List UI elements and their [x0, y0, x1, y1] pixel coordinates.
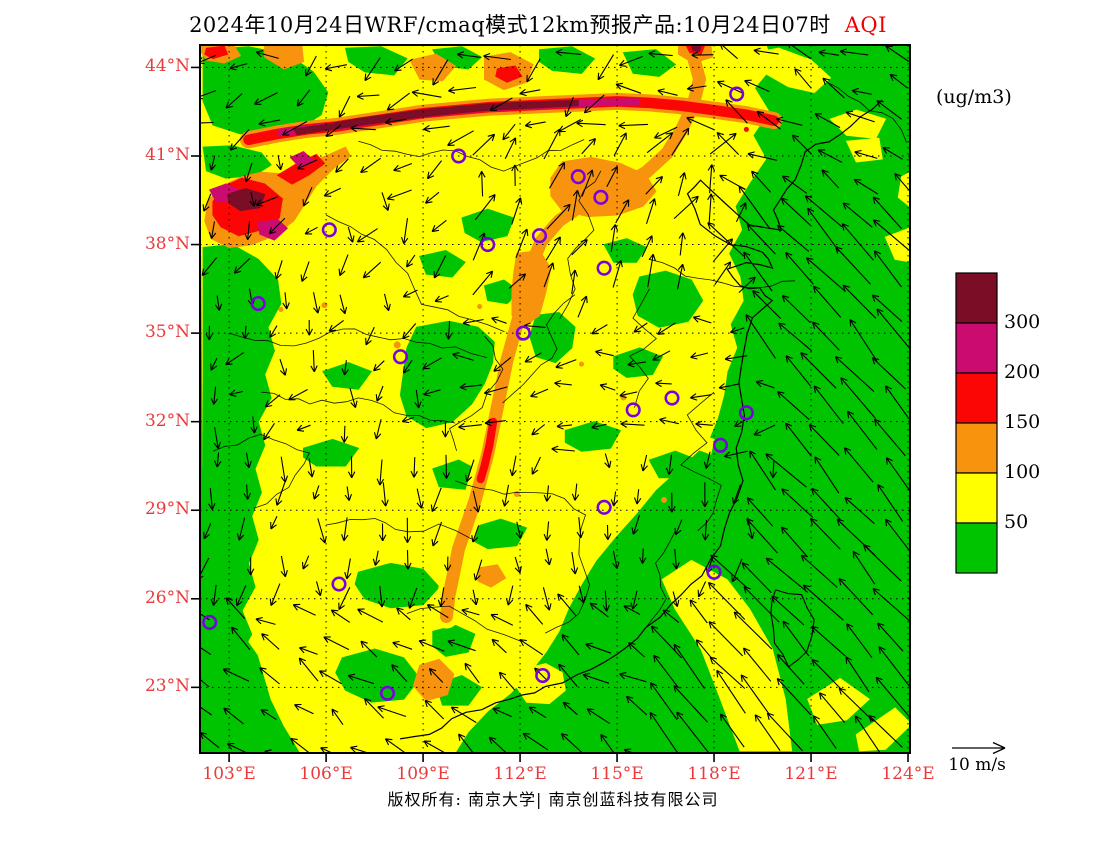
coastline-layer: [400, 99, 883, 740]
colorbar-label: 300: [1004, 311, 1041, 333]
map-border: [199, 44, 911, 754]
y-tick-label: 44°N: [144, 56, 190, 77]
x-tick-label: 106°E: [299, 764, 353, 784]
y-tick-label: 32°N: [144, 410, 190, 431]
city-marker-layer: [202, 86, 754, 701]
x-tick-label: 115°E: [590, 764, 644, 784]
city-marker: [480, 237, 496, 253]
wind-scale-label: 10 m/s: [948, 755, 1006, 775]
city-marker: [202, 614, 218, 630]
wind-reference-arrow: [952, 741, 1006, 755]
city-marker: [379, 685, 396, 701]
city-marker: [535, 667, 551, 684]
city-marker: [331, 576, 347, 592]
y-tick-label: 38°N: [144, 233, 190, 254]
x-tick-label: 121°E: [784, 764, 838, 784]
city-marker: [451, 148, 467, 164]
copyright-footer: 版权所有: 南京大学| 南京创蓝科技有限公司: [387, 790, 719, 809]
city-marker: [596, 499, 612, 515]
colorbar: [955, 272, 998, 574]
x-tick-label: 103°E: [202, 764, 256, 784]
city-marker: [593, 189, 609, 205]
colorbar-label: 50: [1004, 511, 1029, 533]
city-marker: [515, 325, 531, 341]
y-tick-label: 26°N: [144, 587, 190, 608]
x-tick-label: 118°E: [687, 764, 741, 784]
wind-arrow-layer: [200, 45, 910, 753]
y-tick-label: 29°N: [144, 499, 190, 520]
units-label: (ug/m3): [936, 86, 1012, 108]
city-marker: [625, 402, 641, 418]
colorbar-label: 100: [1004, 461, 1041, 483]
x-tick-label: 112°E: [493, 764, 547, 784]
x-tick-label: 124°E: [881, 764, 935, 784]
city-marker: [729, 86, 745, 102]
city-marker: [570, 169, 586, 185]
page-title: 2024年10月24日WRF/cmaq模式12km预报产品:10月24日07时 A…: [189, 9, 887, 39]
y-tick-label: 41°N: [144, 144, 190, 165]
aqi-fill-layer: [200, 45, 910, 753]
y-tick-label: 35°N: [144, 322, 190, 343]
colorbar-label: 200: [1004, 361, 1041, 383]
x-tick-label: 109°E: [396, 764, 450, 784]
province-boundary-layer: [212, 81, 907, 642]
city-marker: [738, 405, 754, 421]
colorbar-label: 150: [1004, 411, 1041, 433]
map-plot-area: [200, 45, 910, 753]
y-tick-label: 23°N: [144, 676, 190, 697]
city-marker: [706, 564, 722, 580]
gridline-layer: [200, 45, 910, 753]
title-variable: AQI: [844, 13, 887, 37]
city-marker: [664, 390, 680, 406]
city-marker: [250, 296, 266, 312]
city-marker: [531, 228, 548, 244]
city-marker: [596, 260, 612, 276]
city-marker: [321, 222, 337, 238]
city-marker: [392, 349, 408, 365]
city-marker: [712, 437, 729, 453]
title-text: 2024年10月24日WRF/cmaq模式12km预报产品:10月24日07时: [189, 13, 831, 37]
axis-ticks: [191, 66, 909, 762]
